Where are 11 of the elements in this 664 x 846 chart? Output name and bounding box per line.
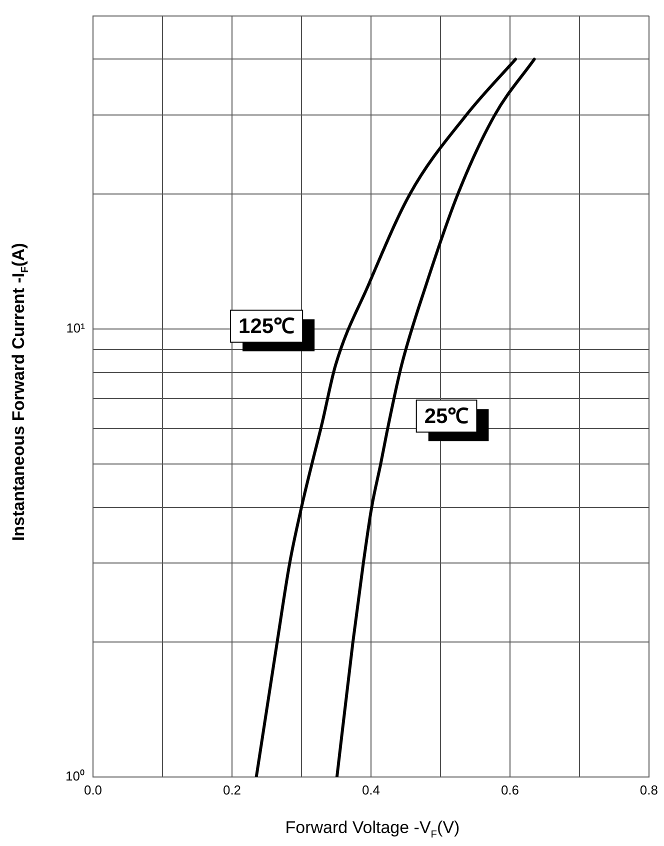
y-tick-label: 10⁰ [66, 768, 85, 784]
y-tick-label: 10¹ [66, 320, 86, 336]
x-axis-title: Forward Voltage -V$_{F}$(V) [284, 818, 461, 840]
x-tick-label: 0.8 [640, 782, 658, 798]
x-tick-label: 0.2 [222, 782, 242, 798]
x-tick-label: 0.6 [500, 782, 520, 798]
x-tick-label: 0.0 [84, 782, 102, 798]
text: 125℃ [238, 315, 295, 338]
line-series [335, 58, 536, 777]
series-label: 25℃ [424, 404, 469, 428]
x-tick-label: 0.4 [362, 782, 380, 798]
